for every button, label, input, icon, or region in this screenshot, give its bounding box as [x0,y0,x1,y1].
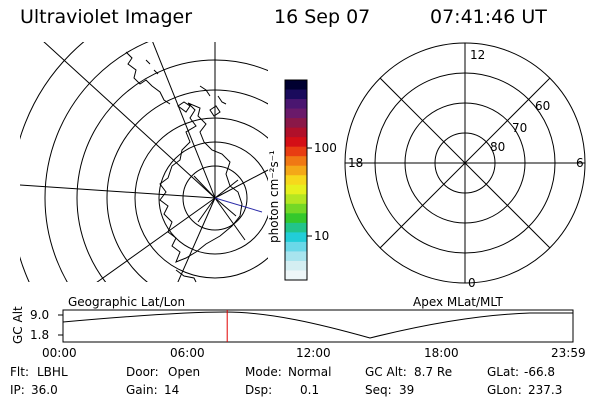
island-outline [177,101,191,113]
colorbar-swatch [285,165,307,176]
time-tick: 00:00 [42,346,77,360]
colorbar-swatch [285,222,307,233]
info-dsp-value: 0.1 [300,383,320,397]
info-gain-label: Gain: [126,383,158,397]
observation-time: 07:41:46 UT [430,6,547,28]
coastline [175,269,197,283]
meridian-line [177,197,216,282]
meridian-line [43,42,216,199]
coastline [125,51,171,105]
magnetic-meridian [214,197,263,213]
meridian-line [193,175,216,199]
island-outline [209,105,221,117]
colorbar-swatch [285,241,307,253]
colorbar-tick-10: 10 [314,229,330,243]
colorbar-swatch [285,184,307,195]
info-filter-value: LBHL [37,365,68,379]
mlat-label-70: 70 [512,121,528,135]
coastline [217,95,227,105]
altitude-tick-low: 1.8 [30,328,50,342]
info-door-label: Door: [126,365,159,379]
info-ip-value: 36.0 [31,383,58,397]
geo-map-caption: Geographic Lat/Lon [68,295,186,309]
meridian-line [214,197,237,217]
colorbar-swatch [285,175,307,186]
antarctic-coastline [159,102,243,263]
mlt-label-noon: 12 [470,48,486,62]
lat-circle [44,42,149,282]
colorbar-swatch [285,194,307,205]
meridian-line [20,184,216,199]
instrument-title: Ultraviolet Imager [20,6,193,28]
colorbar-swatch [285,146,307,157]
info-door-value: Open [168,365,201,379]
mlt-label-dawn: 6 [576,156,584,170]
mlat-label-60: 60 [535,99,551,113]
coastline [153,69,159,75]
observation-date: 16 Sep 07 [274,6,371,28]
colorbar-tick-100: 100 [314,141,337,155]
info-seq-value: 39 [399,383,415,397]
colorbar-swatch [285,108,307,119]
colorbar-swatch [285,156,307,167]
meridian-line [152,42,216,199]
colorbar-swatch [285,203,307,214]
info-dsp-label: Dsp: [245,383,273,397]
info-gain-value: 14 [164,383,180,397]
mlat-label-80: 80 [490,140,506,154]
colorbar-swatch [285,251,307,262]
time-tick: 18:00 [424,346,459,360]
colorbar-swatch [285,213,307,224]
info-glat-value: -66.8 [524,365,556,379]
colorbar-swatch [285,127,307,138]
altitude-tick-high: 9.0 [30,308,50,322]
mlt-label-midnight: 0 [468,276,476,290]
colorbar-swatch [285,270,307,281]
meridian-line [214,197,246,241]
time-tick: 23:59 [551,346,586,360]
time-tick: 06:00 [170,346,205,360]
coastline [199,85,211,97]
colorbar-swatch [285,99,307,110]
info-glon-value: 237.3 [528,383,563,397]
info-gcalt-value: 8.7 Re [414,365,453,379]
polar-plot-caption: Apex MLat/MLT [413,295,503,309]
info-mode-value: Normal [288,365,332,379]
mlt-label-dusk: 18 [348,156,364,170]
colorbar-swatch [285,89,307,100]
altitude-axis-label: GC Alt [11,306,25,344]
colorbar-swatch [285,260,307,272]
info-glat-label: GLat: [487,365,520,379]
meridian-line [96,197,216,282]
colorbar-swatch [285,137,307,148]
info-seq-label: Seq: [365,383,392,397]
colorbar-swatch [285,118,307,129]
coastline [145,59,151,65]
info-gcalt-label: GC Alt: [365,365,407,379]
meridian-line [214,179,239,199]
info-ip-label: IP: [10,383,25,397]
info-mode-label: Mode: [245,365,282,379]
mlt-diagonal [379,77,551,249]
meridian-line [197,197,216,223]
info-glon-label: GLon: [487,383,522,397]
meridian-line [214,169,268,199]
colorbar-swatch [285,80,307,91]
info-filter-label: Flt: [10,365,29,379]
time-tick: 12:00 [296,346,331,360]
altitude-curve [63,311,573,339]
colorbar-swatch [285,232,307,243]
